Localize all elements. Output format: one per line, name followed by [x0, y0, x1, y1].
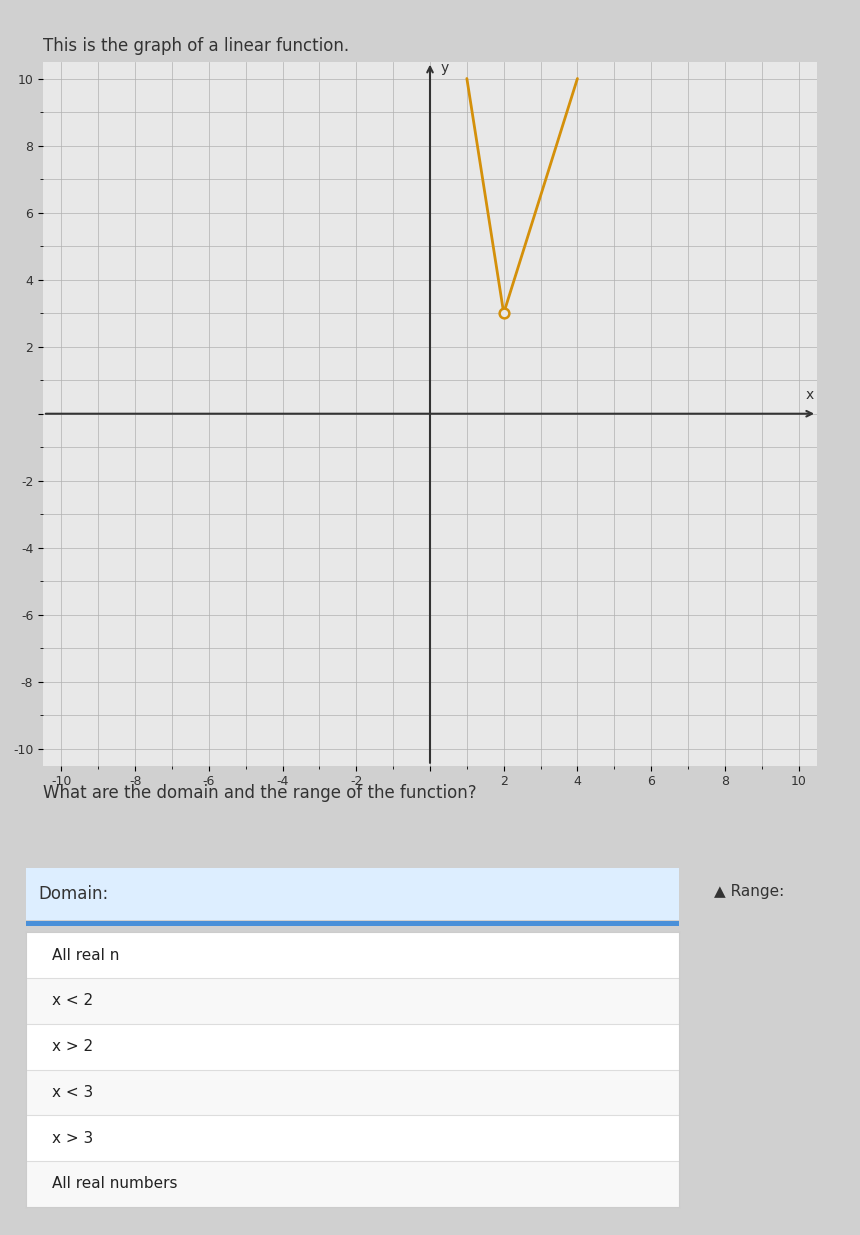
Bar [26, 932, 679, 978]
Text: All real n: All real n [52, 947, 120, 963]
Text: ▲ Range:: ▲ Range: [714, 884, 784, 899]
Text: This is the graph of a linear function.: This is the graph of a linear function. [43, 37, 349, 56]
Text: All real numbers: All real numbers [52, 1176, 177, 1192]
Bar [26, 978, 679, 1024]
Bar [26, 1161, 679, 1207]
Text: Domain:: Domain: [39, 885, 109, 903]
Bar [26, 1115, 679, 1161]
Bar [26, 1070, 679, 1115]
Text: x < 2: x < 2 [52, 993, 93, 1009]
Text: y: y [441, 62, 449, 75]
Text: x: x [806, 388, 814, 403]
Text: x < 3: x < 3 [52, 1084, 93, 1100]
Text: x > 3: x > 3 [52, 1130, 93, 1146]
Text: x > 2: x > 2 [52, 1039, 93, 1055]
Bar [26, 1024, 679, 1070]
Text: What are the domain and the range of the function?: What are the domain and the range of the… [43, 784, 476, 803]
